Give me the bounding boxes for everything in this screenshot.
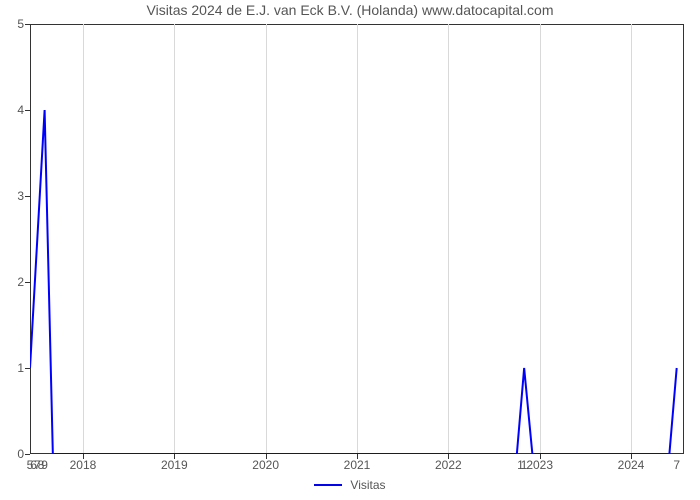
legend-label: Visitas <box>350 478 385 492</box>
y-tick-label: 3 <box>17 189 30 203</box>
x-extra-label: 7 <box>673 454 680 472</box>
x-tick-label: 2023 <box>526 454 553 472</box>
x-tick-label: 2024 <box>618 454 645 472</box>
line-series <box>30 110 677 454</box>
legend-swatch <box>314 484 342 486</box>
series-layer <box>30 24 684 454</box>
chart-container: Visitas 2024 de E.J. van Eck B.V. (Holan… <box>0 0 700 500</box>
y-tick-label: 2 <box>17 275 30 289</box>
y-tick-label: 4 <box>17 103 30 117</box>
y-tick-label: 1 <box>17 361 30 375</box>
y-tick-label: 5 <box>17 17 30 31</box>
x-tick-label: 2020 <box>252 454 279 472</box>
x-extra-label: 9 <box>41 454 48 472</box>
plot-area: 2018201920202021202220232024567891170123… <box>30 24 684 454</box>
legend: Visitas <box>0 478 700 492</box>
chart-title: Visitas 2024 de E.J. van Eck B.V. (Holan… <box>0 2 700 18</box>
x-extra-label: 1 <box>521 454 528 472</box>
y-tick-label: 0 <box>17 447 30 461</box>
x-tick-label: 2021 <box>344 454 371 472</box>
x-tick-label: 2018 <box>70 454 97 472</box>
x-tick-label: 2019 <box>161 454 188 472</box>
x-tick-label: 2022 <box>435 454 462 472</box>
